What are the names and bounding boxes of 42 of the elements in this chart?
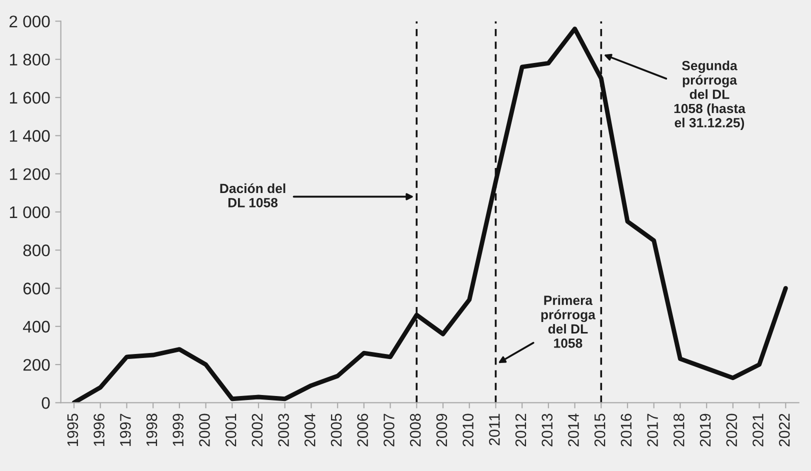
x-tick-label: 2006 — [357, 414, 368, 446]
x-tick-label: 2005 — [330, 414, 342, 446]
y-tick-label: 1 200 — [10, 168, 50, 180]
x-tick-label: 2019 — [700, 414, 711, 446]
x-tick-label: 1999 — [172, 414, 184, 446]
x-tick-label: 2010 — [462, 414, 474, 446]
x-tick-label: 2009 — [436, 414, 448, 446]
y-tick-label: 600 — [23, 282, 50, 294]
x-tick-label: 2016 — [620, 414, 632, 446]
y-tick-label: 800 — [23, 244, 50, 256]
y-tick-label: 400 — [22, 320, 50, 333]
x-tick-label: 2014 — [568, 414, 579, 446]
y-tick-label: 0 — [42, 397, 50, 409]
x-tick-label: 2007 — [384, 414, 394, 446]
y-tick-label: 1 400 — [10, 130, 50, 142]
x-tick-label: 2008 — [410, 414, 421, 446]
x-tick-label: 2020 — [726, 414, 738, 446]
x-tick-label: 2021 — [752, 414, 764, 446]
x-tick-label: 1996 — [94, 414, 104, 446]
x-tick-label: 2000 — [199, 414, 210, 446]
y-tick-label: 2 000 — [10, 16, 50, 28]
x-tick-label: 2004 — [304, 414, 316, 446]
annotation: Primera prórroga del DL 1058 — [541, 295, 596, 348]
x-tick-label: 1998 — [146, 414, 158, 446]
x-tick-label: 2015 — [594, 414, 606, 446]
x-tick-label: 1995 — [67, 414, 78, 446]
x-tick-label: 2012 — [515, 414, 526, 446]
x-tick-label: 2017 — [647, 414, 658, 446]
x-tick-label: 2022 — [778, 414, 790, 446]
x-tick-label: 1997 — [120, 414, 131, 446]
annotation: Segunda prórroga del DL 1058 (hasta el 31.12.25) — [674, 60, 746, 130]
y-tick-label: 200 — [23, 358, 50, 371]
x-tick-label: 2013 — [542, 414, 553, 446]
y-tick-label: 1 000 — [10, 206, 50, 218]
x-tick-label: 2002 — [252, 414, 263, 446]
x-tick-label: 2003 — [278, 414, 289, 446]
x-tick-label: 2001 — [225, 414, 236, 446]
annotation: Dación del DL 1058 — [220, 183, 286, 208]
x-tick-label: 2018 — [674, 414, 684, 446]
y-tick-label: 1 600 — [10, 92, 50, 104]
x-tick-label: 2011 — [489, 414, 500, 446]
y-tick-label: 1 800 — [10, 54, 50, 66]
